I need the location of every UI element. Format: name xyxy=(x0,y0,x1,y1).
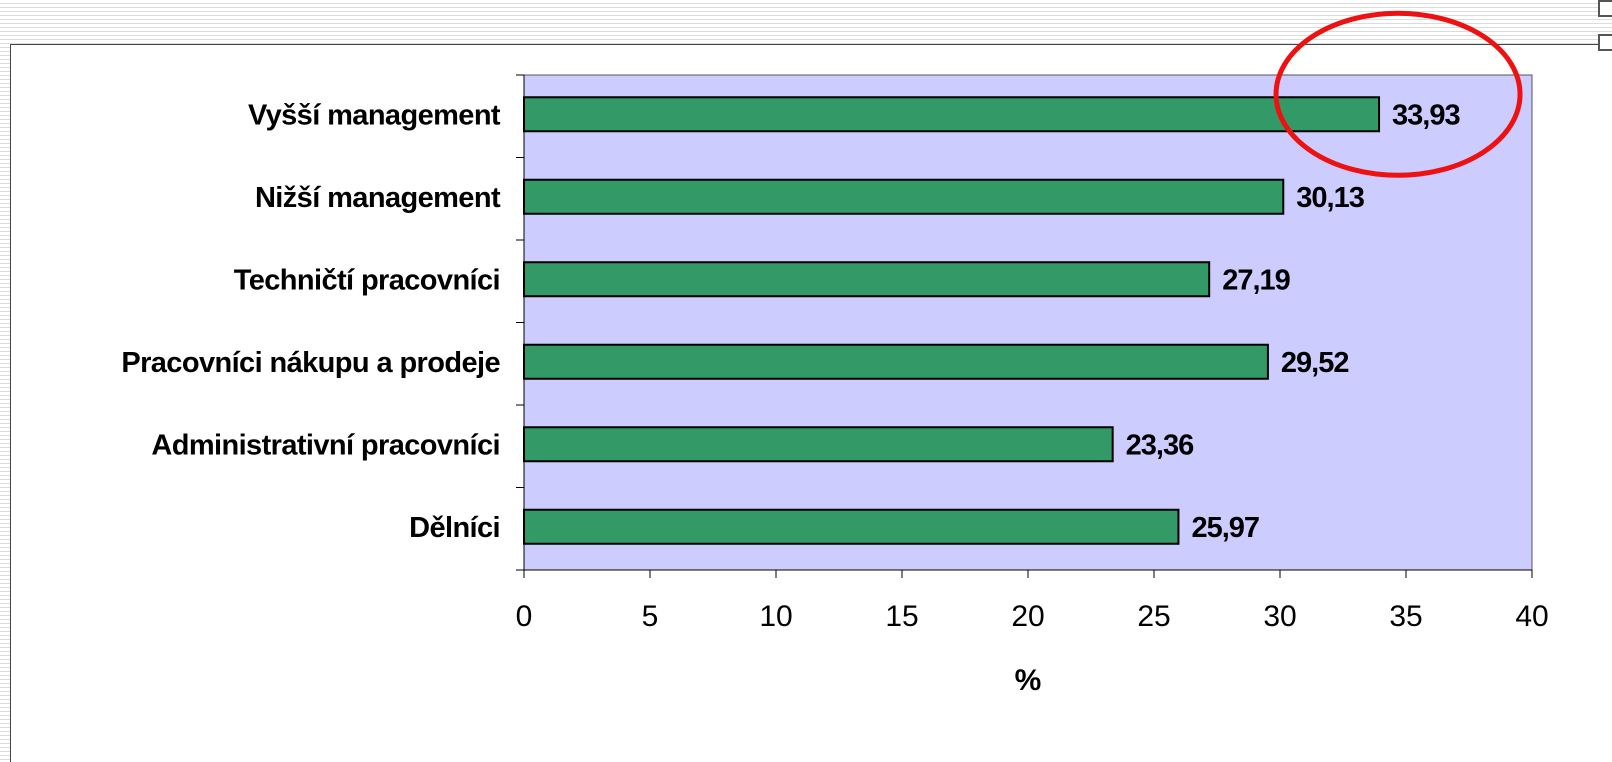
x-tick-label: 40 xyxy=(1515,600,1548,633)
slide-corner-marker xyxy=(1598,0,1612,17)
x-axis-title: % xyxy=(1015,664,1042,697)
data-label: 29,52 xyxy=(1281,347,1349,379)
axis-layer: Vyšší management Nižší management Techničt… xyxy=(121,74,1549,633)
x-tick-label: 25 xyxy=(1137,600,1170,633)
category-label: Nižší management xyxy=(255,182,501,214)
x-tick-label: 35 xyxy=(1389,600,1422,633)
bar xyxy=(523,343,1269,380)
bar xyxy=(523,178,1285,215)
highlight-ellipse xyxy=(1273,10,1523,178)
category-label: Administrativní pracovníci xyxy=(151,429,500,461)
bar xyxy=(523,508,1180,545)
bar xyxy=(523,96,1381,133)
x-tick-label: 20 xyxy=(1011,600,1044,633)
bar xyxy=(523,261,1211,298)
data-label: 30,13 xyxy=(1296,182,1364,214)
category-label: Dělníci xyxy=(409,512,500,544)
slide-corner-marker xyxy=(1598,34,1612,51)
category-label: Vyšší management xyxy=(248,99,501,131)
x-tick-label: 30 xyxy=(1263,600,1296,633)
x-tick-label: 10 xyxy=(759,600,792,633)
data-label: 23,36 xyxy=(1126,429,1194,461)
category-label: Techničtí pracovníci xyxy=(234,264,500,296)
x-tick-label: 0 xyxy=(516,600,533,633)
data-label: 33,93 xyxy=(1392,99,1460,131)
category-label: Pracovníci nákupu a prodeje xyxy=(121,347,500,379)
x-tick-label: 15 xyxy=(885,600,918,633)
bars-layer: 33,93 30,13 27,19 29,52 23,36 25,97 xyxy=(523,96,1461,545)
data-label: 25,97 xyxy=(1191,512,1259,544)
bar xyxy=(523,426,1114,463)
data-label: 27,19 xyxy=(1222,264,1290,296)
x-tick-label: 5 xyxy=(642,600,659,633)
plot-area xyxy=(523,74,1533,571)
